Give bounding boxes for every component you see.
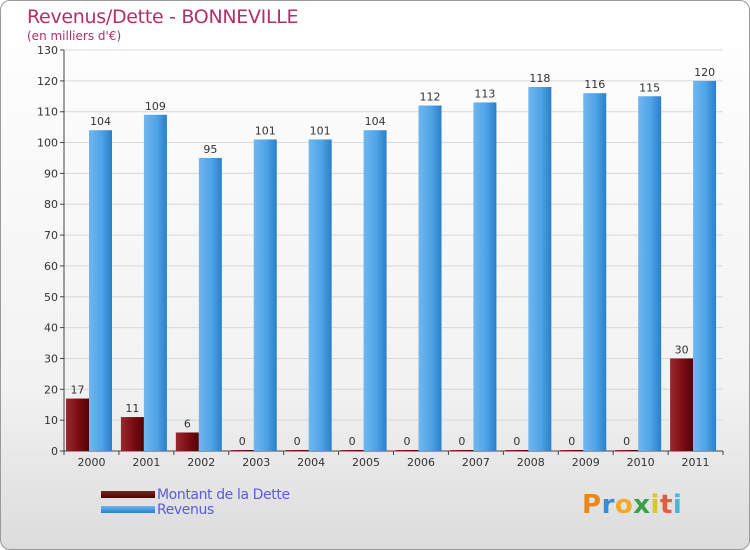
logo-letter: x — [633, 490, 651, 520]
logo-letter: o — [614, 490, 634, 520]
data-label-dette-2001: 11 — [125, 402, 139, 415]
data-label-revenus-2001: 109 — [145, 100, 166, 113]
bar-dette-2009 — [560, 450, 584, 451]
legend-swatch-debt — [101, 491, 155, 498]
bar-revenus-2001 — [143, 114, 167, 452]
x-tick-label: 2009 — [572, 456, 600, 469]
y-tick-label: 80 — [44, 198, 58, 211]
bar-dette-2000 — [66, 398, 89, 451]
data-label-revenus-2011: 120 — [694, 66, 715, 79]
data-label-dette-2008: 0 — [513, 435, 520, 448]
x-tick-label: 2004 — [297, 456, 325, 469]
x-tick-label: 2008 — [517, 456, 545, 469]
data-label-dette-2007: 0 — [458, 435, 465, 448]
data-label-revenus-2010: 115 — [639, 81, 660, 94]
chart-legend: Montant de la Dette Revenus — [101, 486, 290, 518]
legend-item-debt: Montant de la Dette — [101, 486, 290, 503]
chart-title: Revenus/Dette - BONNEVILLE — [27, 6, 299, 28]
bar-revenus-2008 — [528, 87, 552, 451]
data-label-dette-2006: 0 — [404, 435, 411, 448]
legend-label-debt: Montant de la Dette — [157, 486, 290, 503]
data-label-dette-2003: 0 — [239, 435, 246, 448]
data-label-revenus-2008: 118 — [529, 72, 550, 85]
logo-letter: t — [659, 490, 673, 520]
bar-dette-2001 — [120, 417, 144, 451]
y-tick-label: 130 — [37, 44, 58, 57]
y-tick-label: 110 — [37, 106, 58, 119]
x-tick-label: 2007 — [462, 456, 490, 469]
x-tick-label: 2005 — [352, 456, 380, 469]
x-tick-label: 2003 — [242, 456, 270, 469]
y-tick-label: 0 — [51, 445, 58, 458]
data-label-revenus-2007: 113 — [474, 87, 495, 100]
legend-label-revenus: Revenus — [157, 501, 214, 518]
bar-dette-2005 — [340, 450, 364, 451]
logo-letter: P — [582, 490, 602, 520]
bar-revenus-2010 — [638, 96, 662, 452]
x-tick-label: 2010 — [627, 456, 655, 469]
data-label-revenus-2006: 112 — [420, 91, 441, 104]
bar-dette-2008 — [505, 450, 529, 451]
y-tick-label: 100 — [37, 137, 58, 150]
data-label-dette-2009: 0 — [568, 435, 575, 448]
bar-dette-2011 — [670, 358, 694, 451]
data-label-revenus-2002: 95 — [203, 143, 217, 156]
x-tick-label: 2002 — [187, 456, 215, 469]
data-label-revenus-2004: 101 — [310, 124, 331, 137]
bar-revenus-2009 — [583, 93, 607, 451]
y-tick-label: 120 — [37, 75, 58, 88]
data-label-dette-2011: 30 — [675, 343, 689, 356]
bar-revenus-2007 — [473, 102, 497, 451]
data-label-dette-2010: 0 — [623, 435, 630, 448]
bar-revenus-2006 — [418, 105, 442, 452]
x-tick-label: 2000 — [77, 456, 105, 469]
legend-swatch-revenus — [101, 506, 155, 513]
data-label-revenus-2003: 101 — [255, 124, 276, 137]
proxiti-logo: Proxiti — [582, 490, 682, 520]
y-tick-label: 10 — [44, 414, 58, 427]
x-tick-label: 2001 — [132, 456, 160, 469]
data-label-dette-2000: 17 — [71, 384, 85, 397]
data-label-dette-2002: 6 — [184, 417, 191, 430]
bar-dette-2010 — [615, 450, 639, 451]
data-label-revenus-2009: 116 — [584, 78, 605, 91]
bar-dette-2003 — [230, 450, 254, 451]
bar-dette-2002 — [175, 432, 199, 451]
chart-subtitle: (en milliers d'€) — [27, 29, 122, 43]
bar-dette-2006 — [395, 450, 419, 451]
x-tick-label: 2011 — [682, 456, 710, 469]
bar-dette-2007 — [450, 450, 474, 451]
y-tick-label: 20 — [44, 383, 58, 396]
y-tick-label: 40 — [44, 322, 58, 335]
y-tick-label: 70 — [44, 229, 58, 242]
data-label-dette-2004: 0 — [294, 435, 301, 448]
legend-item-revenus: Revenus — [101, 501, 290, 518]
y-tick-label: 60 — [44, 260, 58, 273]
bar-revenus-2000 — [89, 130, 112, 451]
bar-revenus-2003 — [253, 139, 277, 451]
bar-revenus-2005 — [363, 130, 387, 451]
bar-dette-2004 — [285, 450, 309, 451]
logo-letter: r — [601, 490, 615, 520]
data-label-revenus-2000: 104 — [90, 115, 111, 128]
bar-revenus-2011 — [693, 80, 717, 451]
bar-revenus-2004 — [308, 139, 332, 451]
data-label-dette-2005: 0 — [349, 435, 356, 448]
data-label-revenus-2005: 104 — [365, 115, 386, 128]
logo-letter: i — [672, 490, 683, 520]
bar-revenus-2002 — [198, 157, 222, 451]
y-tick-label: 90 — [44, 167, 58, 180]
y-tick-label: 50 — [44, 291, 58, 304]
x-tick-label: 2006 — [407, 456, 435, 469]
logo-letter: i — [650, 490, 660, 520]
y-tick-label: 30 — [44, 352, 58, 365]
